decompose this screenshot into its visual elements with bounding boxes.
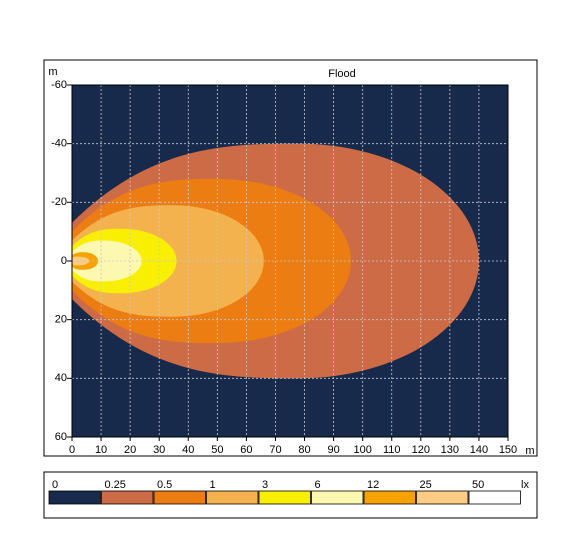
x-tick-label: 70 [269, 444, 281, 456]
legend-swatch [206, 490, 259, 505]
legend-frame [43, 471, 538, 519]
y-tick-label: 60 [55, 431, 67, 443]
x-tick-label: 110 [383, 444, 401, 456]
x-tick-label: 0 [69, 444, 75, 456]
x-tick-label: 20 [124, 444, 136, 456]
legend-label: 50 [472, 479, 484, 491]
x-tick-label: 30 [153, 444, 165, 456]
legend-unit: lx [521, 479, 529, 491]
legend-label: 0.5 [157, 479, 172, 491]
x-tick-label: 150 [499, 444, 517, 456]
legend-swatch [468, 490, 521, 505]
legend-label: 0 [52, 479, 58, 491]
legend-label: 6 [315, 479, 321, 491]
legend-swatch [311, 490, 364, 505]
x-tick-label: 40 [182, 444, 194, 456]
x-tick-label: 120 [412, 444, 430, 456]
legend-swatch [363, 490, 416, 505]
y-tick-label: 0 [61, 255, 67, 267]
legend-label: 12 [367, 479, 379, 491]
legend-swatch [48, 490, 101, 505]
x-tick-label: 140 [470, 444, 488, 456]
legend-label: 0.25 [105, 479, 126, 491]
legend-label: 1 [210, 479, 216, 491]
x-tick-label: 60 [240, 444, 252, 456]
y-tick-label: -40 [51, 138, 67, 150]
x-unit: m [525, 445, 534, 457]
y-tick-label: 20 [55, 314, 67, 326]
chart-frame [43, 59, 538, 457]
legend-swatch [153, 490, 206, 505]
x-tick-label: 10 [95, 444, 107, 456]
legend-swatch [101, 490, 154, 505]
plot-border [71, 84, 509, 438]
legend-label: 3 [262, 479, 268, 491]
legend-swatch [416, 490, 469, 505]
contour-region [72, 240, 142, 282]
legend-swatch [258, 490, 311, 505]
y-tick-label: -60 [51, 79, 67, 91]
chart-title: Flood [328, 68, 356, 80]
y-tick-label: -20 [51, 196, 67, 208]
x-tick-label: 50 [211, 444, 223, 456]
x-tick-label: 80 [298, 444, 310, 456]
y-tick-label: 40 [55, 372, 67, 384]
legend-label: 25 [420, 479, 432, 491]
x-tick-label: 130 [441, 444, 459, 456]
y-unit: m [48, 66, 57, 78]
x-tick-label: 90 [327, 444, 339, 456]
x-tick-label: 100 [353, 444, 371, 456]
